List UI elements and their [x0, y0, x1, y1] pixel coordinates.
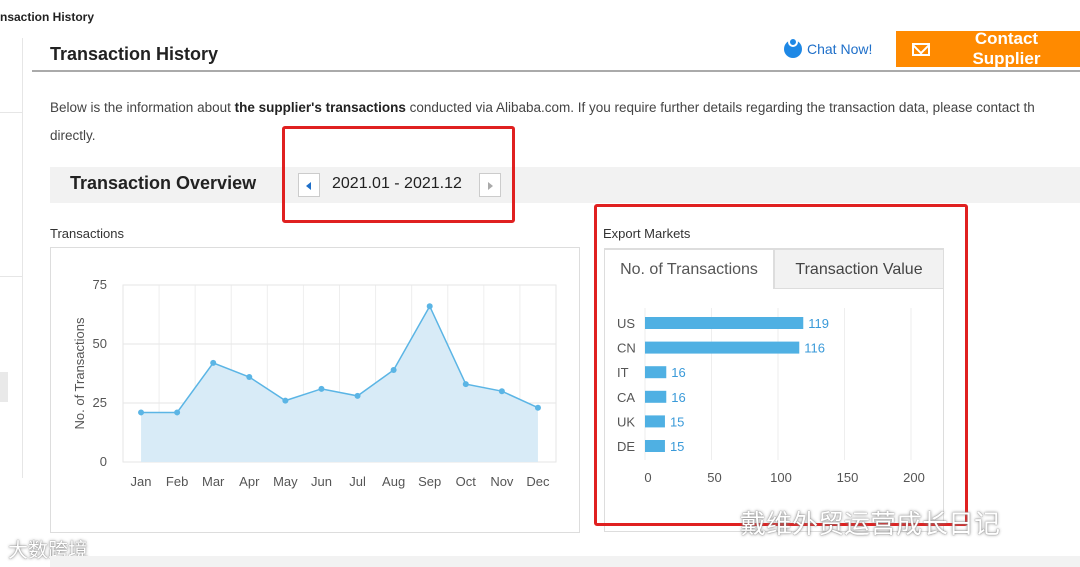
x-tick-label: Aug — [382, 474, 405, 489]
x-tick-label: Jun — [311, 474, 332, 489]
highlight-box-export — [594, 204, 968, 526]
x-tick-label: 50 — [707, 470, 721, 485]
highlight-box-date — [282, 126, 515, 223]
data-point — [318, 385, 325, 392]
intro-text-part: conducted via Alibaba.com. If you requir… — [405, 100, 1035, 115]
x-tick-label: Apr — [239, 474, 260, 489]
category-label: CA — [617, 390, 635, 405]
x-tick-label: Feb — [166, 474, 188, 489]
x-tick-label: Mar — [202, 474, 225, 489]
x-tick-label: 150 — [837, 470, 859, 485]
chat-bubble-icon — [784, 37, 802, 58]
export-markets-panel — [604, 248, 944, 532]
data-point — [498, 388, 505, 395]
transactions-chart-panel: 0 25 50 75 Jan Feb Mar Apr May Jun Jul Aug Sep Oct Nov… — [50, 247, 580, 533]
bar — [645, 390, 667, 403]
export-markets-label: Export Markets — [603, 226, 691, 241]
data-label: 16 — [671, 390, 685, 405]
x-tick-label: May — [273, 474, 298, 489]
x-tick-label: 0 — [644, 470, 651, 485]
x-tick-label: 200 — [903, 470, 925, 485]
data-point — [426, 303, 433, 310]
data-point — [282, 397, 289, 404]
category-label: DE — [617, 439, 635, 454]
data-point — [138, 409, 145, 416]
sidebar-item-stub[interactable] — [0, 372, 8, 402]
x-tick-label: Jul — [349, 474, 366, 489]
bar — [645, 341, 800, 354]
title-divider — [32, 70, 1080, 72]
wechat-watermark: 戴维外贸运营成长日记 — [740, 510, 1001, 540]
y-tick-label: 75 — [93, 277, 107, 292]
x-tick-label: Jan — [131, 474, 152, 489]
data-point — [210, 359, 217, 366]
category-label: CN — [617, 341, 636, 356]
bar — [645, 440, 665, 452]
data-point — [534, 404, 541, 411]
export-tabs: No. of Transactions Transaction Value — [604, 249, 944, 289]
left-sidebar-edge — [0, 38, 23, 478]
data-point — [174, 409, 181, 416]
bar — [645, 415, 665, 428]
contact-supplier-button[interactable]: Contact Supplier — [896, 29, 1080, 68]
chat-now-label: Chat Now! — [807, 41, 873, 57]
previous-period-button[interactable] — [298, 173, 320, 197]
data-point — [462, 381, 469, 388]
series-line — [141, 304, 539, 414]
sidebar-divider — [0, 112, 22, 113]
x-tick-label: Sep — [418, 474, 441, 489]
tab-transaction-value[interactable]: Transaction Value — [774, 249, 944, 289]
sidebar-divider — [0, 276, 22, 277]
transactions-line-chart: 0 25 50 75 Jan Feb Mar Apr May Jun Jul Aug Sep Oct Nov… — [72, 277, 557, 489]
bar — [645, 317, 804, 329]
data-label: 119 — [808, 316, 829, 331]
intro-text-bold: the supplier's transactions — [234, 100, 406, 115]
x-tick-label: Oct — [456, 474, 477, 489]
category-label: US — [617, 316, 635, 331]
y-axis-label: No. of Transactions — [72, 317, 87, 429]
category-label: UK — [617, 414, 635, 429]
transaction-details-header — [50, 556, 1080, 567]
overview-header-bar — [50, 167, 1080, 203]
chat-now-link[interactable]: Chat Now! — [784, 37, 873, 58]
transactions-label: Transactions — [50, 226, 124, 241]
intro-text: Below is the information about the suppl… — [50, 94, 1080, 150]
data-label: 16 — [671, 365, 685, 380]
page-title: Transaction History — [50, 44, 219, 64]
area-fill — [141, 306, 538, 462]
data-point — [390, 366, 397, 373]
browser-tab-title: nsaction History — [0, 10, 95, 24]
category-label: IT — [617, 365, 629, 380]
intro-text-part: directly. — [50, 128, 96, 143]
data-point — [354, 392, 361, 399]
intro-text-part: Below is the information about — [50, 100, 235, 115]
data-label: 116 — [804, 341, 825, 356]
x-tick-label: Nov — [490, 474, 514, 489]
data-label: 15 — [670, 439, 684, 454]
date-range-label: 2021.01 - 2021.12 — [332, 175, 462, 192]
envelope-icon — [912, 42, 930, 56]
bar — [645, 366, 667, 379]
y-tick-label: 50 — [93, 336, 107, 351]
y-tick-label: 25 — [93, 395, 107, 410]
contact-supplier-label: Contact Supplier — [972, 29, 1041, 68]
data-label: 15 — [670, 414, 684, 429]
data-point — [246, 374, 253, 381]
x-tick-label: Dec — [526, 474, 550, 489]
next-period-button[interactable] — [479, 173, 501, 197]
overview-title: Transaction Overview — [70, 173, 257, 193]
x-tick-label: 100 — [770, 470, 792, 485]
export-markets-bar-chart: 0 50 100 150 200 US 119 CN 116 IT 16 CA 16 UK 15 DE 15 — [617, 308, 925, 485]
tab-no-of-transactions[interactable]: No. of Transactions — [604, 249, 774, 289]
y-tick-label: 0 — [100, 454, 107, 469]
